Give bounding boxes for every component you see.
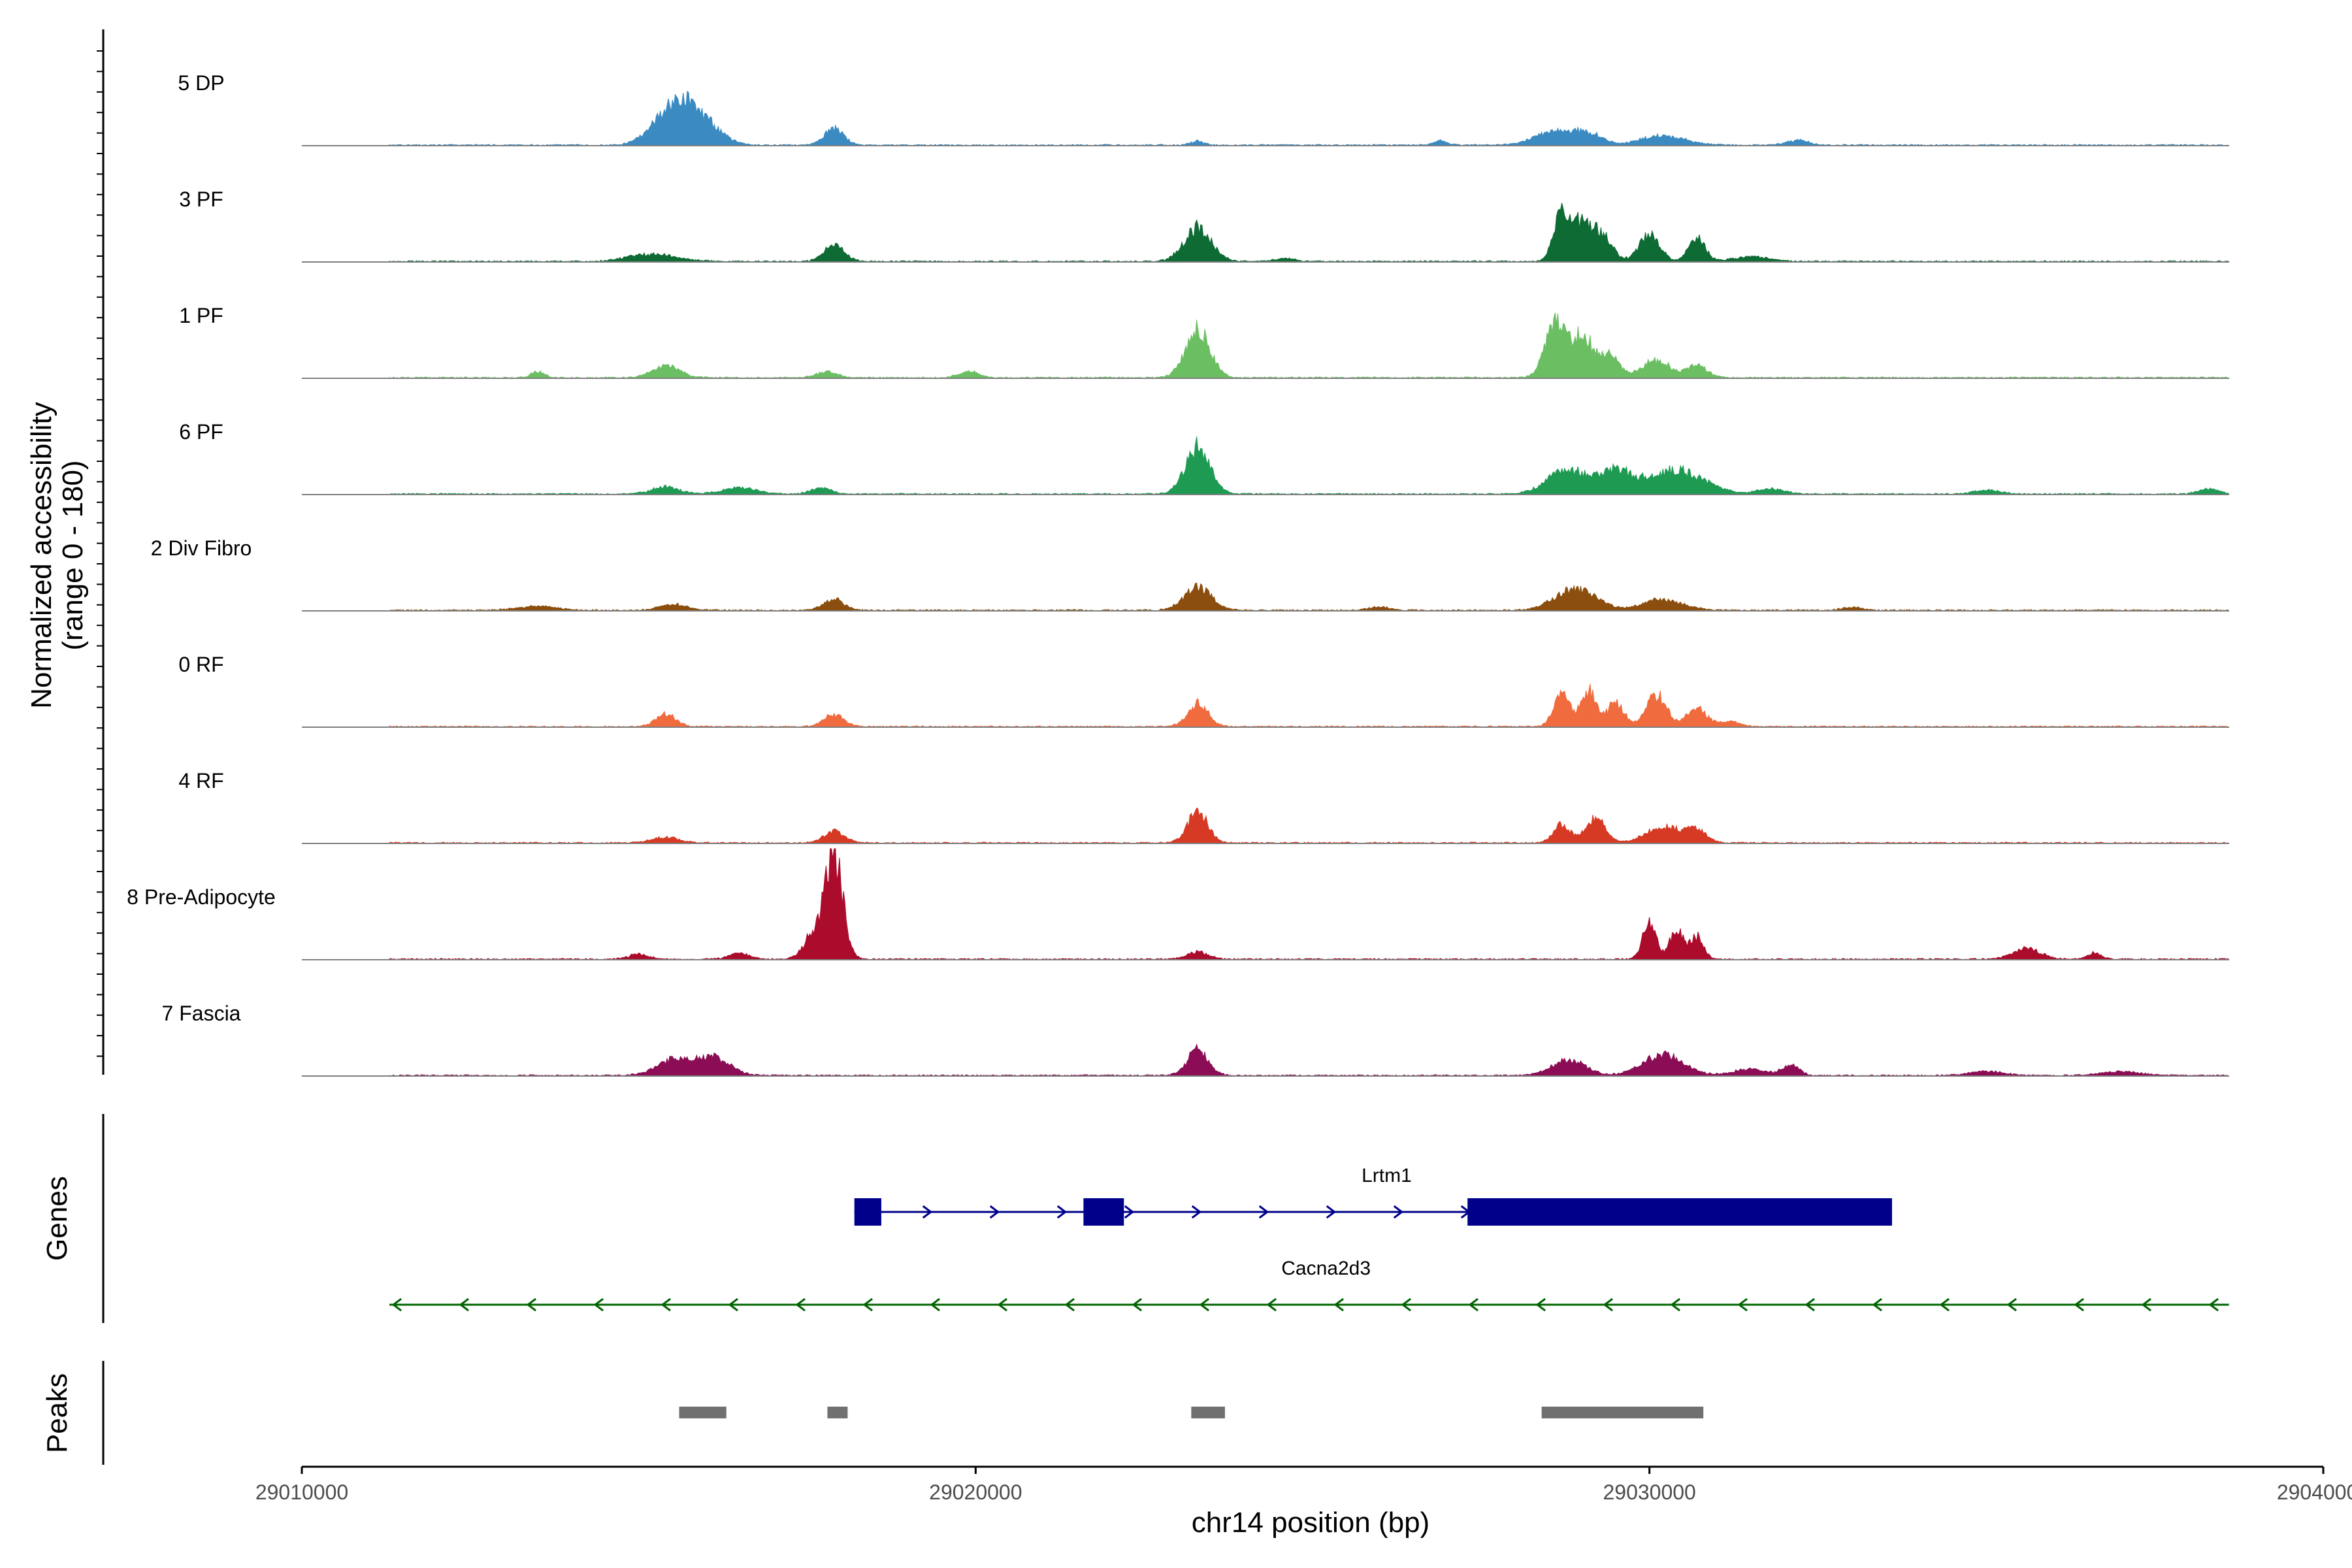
strand-arrow-icon [1670,1298,1680,1312]
strand-arrow-icon [1064,1298,1075,1312]
strand-arrow-icon [391,1298,402,1312]
strand-arrow-icon [1737,1298,1748,1312]
y-axis-title-line2: (range 0 - 180) [57,460,89,650]
strand-arrow-icon [1401,1298,1411,1312]
gene-exon [854,1198,881,1226]
genes-panel-title: Genes [41,1176,73,1261]
strand-arrow-icon [1056,1205,1068,1219]
strand-arrow-icon [1258,1205,1269,1219]
strand-arrow-icon [1393,1205,1404,1219]
track-0-rf: 0 RF [178,653,2230,728]
strand-arrow-icon [2074,1298,2084,1312]
track-3-pf: 3 PF [179,188,2230,263]
strand-arrow-icon [922,1205,933,1219]
strand-arrow-icon [997,1298,1007,1312]
peak-regions [679,1407,1704,1418]
strand-arrow-icon [526,1298,536,1312]
track-7-fascia: 7 Fascia [162,1002,2230,1077]
x-axis-ticks: 29010000 29020000 29030000 29040000 [255,1467,2352,1504]
track-label: 4 RF [178,769,223,792]
x-tick-label: 29010000 [255,1480,348,1504]
gene-label: Lrtm1 [1362,1165,1412,1186]
gene-exon [1467,1198,1892,1226]
x-tick-label: 29030000 [1603,1480,1695,1504]
gene-cacna2d3: Cacna2d3 [389,1258,2229,1312]
strand-arrow-icon [1872,1298,1882,1312]
strand-arrow-icon [1199,1298,1209,1312]
x-tick-label: 29020000 [929,1480,1022,1504]
strand-arrow-icon [795,1298,806,1312]
peak-region-bar [1191,1407,1225,1418]
track-5-dp: 5 DP [178,71,2229,146]
gene-label: Cacna2d3 [1281,1258,1371,1279]
strand-arrow-icon [1124,1205,1135,1219]
y-axis-title: Normalized accessibility (range 0 - 180) [25,402,89,708]
track-4-rf: 4 RF [178,769,2230,844]
track-8-pre-adipocyte: 8 Pre-Adipocyte [127,848,2230,960]
y-axis-title-line1: Normalized accessibility [25,402,57,708]
strand-arrow-icon [1191,1205,1202,1219]
track-6-pf: 6 PF [179,420,2230,495]
strand-arrow-icon [1535,1298,1546,1312]
x-axis-title: chr14 position (bp) [1192,1507,1429,1539]
x-tick-label: 29040000 [2277,1480,2352,1504]
strand-arrow-icon [1805,1298,1815,1312]
strand-arrow-icon [661,1298,671,1312]
coverage-axis-ticks [97,50,103,1057]
strand-arrow-icon [1468,1298,1478,1312]
strand-arrow-icon [728,1298,738,1312]
strand-arrow-icon [459,1298,469,1312]
strand-arrow-icon [2141,1298,2151,1312]
track-2-div-fibro: 2 Div Fibro [151,536,2230,612]
peak-region-bar [827,1407,848,1418]
strand-arrow-icon [1326,1205,1337,1219]
track-label: 6 PF [179,420,223,444]
track-label: 2 Div Fibro [151,536,252,560]
gene-annotations: Lrtm1 Cacna2d3 [389,1165,2229,1312]
strand-arrow-icon [593,1298,604,1312]
strand-arrow-icon [1939,1298,1950,1312]
track-label: 5 DP [178,71,224,95]
peak-region-bar [679,1407,727,1418]
strand-arrow-icon [2006,1298,2017,1312]
strand-arrow-icon [2208,1298,2219,1312]
track-label: 8 Pre-Adipocyte [127,885,276,909]
strand-arrow-icon [1132,1298,1142,1312]
track-label: 0 RF [178,653,223,676]
gene-exon [1083,1198,1124,1226]
peaks-panel-title: Peaks [41,1373,73,1453]
strand-arrow-icon [862,1298,873,1312]
strand-arrow-icon [1603,1298,1613,1312]
strand-arrow-icon [989,1205,1000,1219]
coverage-area [389,312,2230,379]
gene-lrtm1: Lrtm1 [854,1165,1892,1226]
track-label: 1 PF [179,304,223,327]
peak-region-bar [1541,1407,1704,1418]
track-1-pf: 1 PF [179,304,2230,379]
track-label: 7 Fascia [162,1002,241,1025]
strand-arrow-icon [1333,1298,1344,1312]
track-label: 3 PF [179,188,223,211]
accessibility-tracks: 5 DP 3 PF 1 PF 6 PF 2 Div Fibro 0 RF 4 RF 8 Pre… [127,71,2230,1077]
strand-arrow-icon [930,1298,940,1312]
strand-arrow-icon [1266,1298,1277,1312]
